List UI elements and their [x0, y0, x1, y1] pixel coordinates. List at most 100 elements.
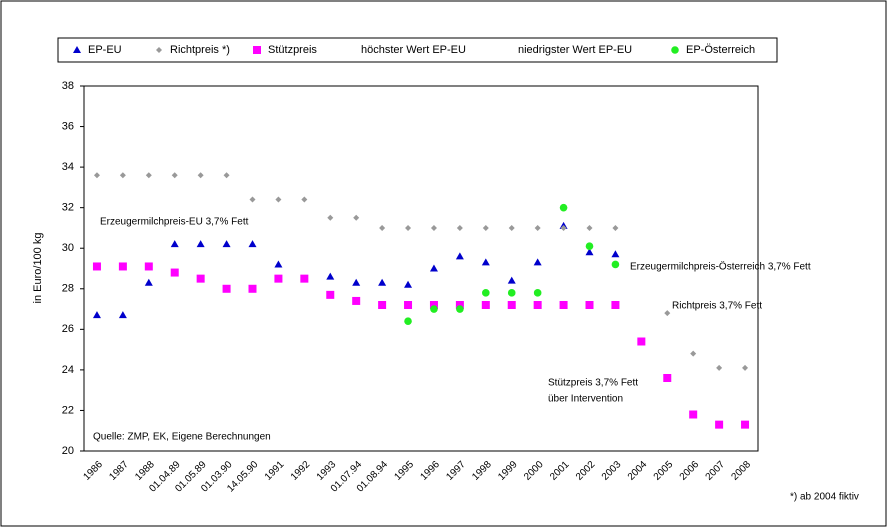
data-point: [145, 172, 152, 179]
legend-label: EP-EU: [88, 44, 122, 56]
data-point: [586, 224, 593, 231]
data-point: [456, 224, 463, 231]
data-point: [690, 350, 697, 357]
data-point: [716, 364, 723, 371]
data-point: [559, 301, 568, 309]
data-point: [92, 262, 101, 271]
annotation: Erzeugermilchpreis-Österreich 3,7% Fett: [630, 261, 811, 273]
y-tick-label: 20: [62, 445, 74, 457]
data-point: [430, 224, 437, 231]
annotation: Richtpreis 3,7% Fett: [672, 301, 762, 312]
data-point: [560, 224, 567, 231]
data-point: [404, 317, 412, 326]
data-point: [611, 301, 620, 309]
data-point: [248, 284, 257, 293]
data-point: [326, 290, 335, 299]
legend-marker: [156, 47, 162, 53]
y-tick-label: 28: [62, 283, 74, 295]
annotation: *) ab 2004 fiktiv: [790, 492, 859, 503]
legend-label: Richtpreis *): [170, 44, 230, 56]
data-point: [379, 224, 386, 231]
data-point: [741, 420, 750, 429]
data-point: [585, 248, 594, 256]
annotation: Quelle: ZMP, EK, Eigene Berechnungen: [93, 432, 271, 443]
data-point: [222, 284, 231, 293]
data-point: [482, 289, 490, 297]
data-point: [507, 289, 516, 297]
legend-box: [57, 37, 778, 63]
legend-marker: [253, 46, 261, 54]
data-point: [170, 240, 179, 248]
legend-label: Stützpreis: [268, 44, 317, 56]
data-point: [430, 305, 438, 313]
y-axis-label: in Euro/100 kg: [32, 233, 44, 304]
data-point: [612, 224, 619, 231]
y-tick-label: 30: [62, 242, 74, 254]
data-point: [118, 311, 127, 319]
data-point: [222, 240, 231, 248]
legend-marker: [73, 46, 81, 53]
y-tick-label: 32: [62, 202, 74, 214]
y-tick-label: 36: [62, 120, 74, 132]
data-point: [197, 172, 204, 179]
data-point: [275, 196, 282, 203]
data-point: [715, 420, 724, 429]
data-point: [196, 240, 205, 248]
data-point: [585, 301, 594, 309]
data-point: [507, 301, 516, 309]
data-point: [170, 268, 179, 277]
data-point: [405, 224, 412, 231]
data-point: [144, 262, 153, 271]
data-point: [118, 262, 127, 271]
legend-marker: [671, 46, 679, 54]
data-point: [533, 301, 542, 309]
data-point: [429, 264, 438, 272]
y-tick-label: 22: [62, 404, 74, 416]
y-tick-label: 34: [62, 161, 74, 173]
data-point: [274, 260, 283, 268]
data-point: [378, 278, 387, 286]
data-point: [352, 278, 361, 286]
data-point: [455, 252, 464, 260]
plot-area: [83, 85, 759, 452]
data-point: [93, 172, 100, 179]
y-tick-label: 24: [62, 364, 74, 376]
data-point: [534, 224, 541, 231]
data-point: [378, 301, 387, 309]
legend-label: niedrigster Wert EP-EU: [518, 44, 632, 56]
legend-label: EP-Österreich: [686, 44, 755, 56]
legend-label: höchster Wert EP-EU: [361, 44, 466, 56]
annotation: über Intervention: [548, 394, 623, 405]
data-point: [171, 172, 178, 179]
data-point: [404, 301, 413, 309]
data-point: [301, 196, 308, 203]
y-tick-label: 26: [62, 323, 74, 335]
data-point: [742, 364, 749, 371]
data-point: [481, 258, 490, 266]
data-point: [507, 276, 516, 284]
data-point: [248, 240, 257, 248]
data-point: [611, 250, 620, 258]
data-point: [456, 305, 464, 313]
data-point: [429, 301, 438, 309]
data-point: [663, 374, 672, 382]
data-point: [533, 258, 542, 266]
annotation: Erzeugermilchpreis-EU 3,7% Fett: [100, 217, 249, 228]
data-point: [455, 301, 464, 309]
data-point: [533, 289, 542, 297]
data-point: [611, 260, 620, 269]
data-point: [404, 280, 413, 288]
data-point: [119, 172, 126, 179]
data-point: [559, 203, 568, 212]
data-point: [481, 301, 490, 309]
data-point: [352, 296, 361, 305]
data-point: [482, 224, 489, 231]
data-point: [144, 278, 153, 286]
data-point: [327, 214, 334, 221]
data-point: [664, 310, 671, 317]
y-tick-label: 38: [62, 80, 74, 92]
annotation: Stützpreis 3,7% Fett: [548, 378, 638, 389]
data-point: [300, 274, 309, 283]
data-point: [637, 337, 646, 346]
